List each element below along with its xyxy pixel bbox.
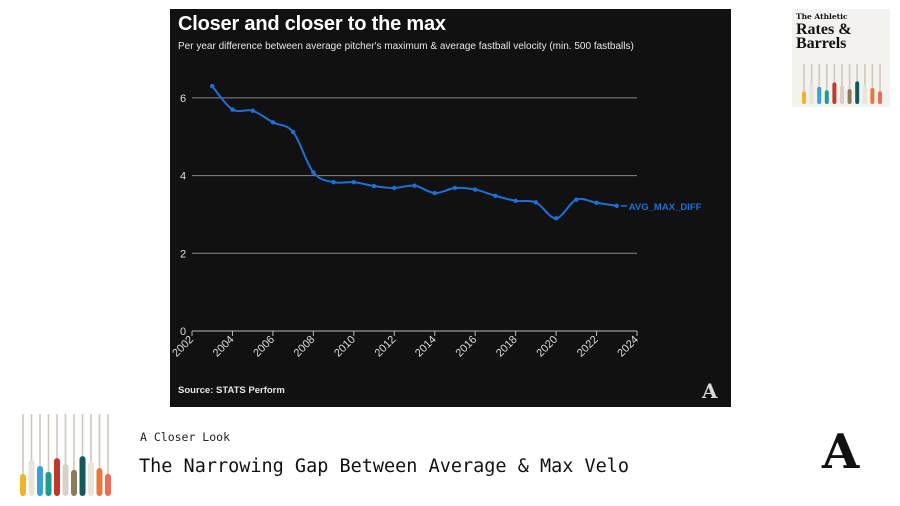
- chart-title: Closer and closer to the max: [178, 13, 446, 35]
- bat-barrel: [824, 90, 829, 104]
- chart-source: Source: STATS Perform: [178, 385, 285, 396]
- x-tick-label: 2016: [454, 334, 480, 360]
- bat-handle: [803, 64, 805, 104]
- bat-barrel: [62, 464, 69, 496]
- data-point: [331, 179, 336, 185]
- data-point: [472, 187, 478, 192]
- chart-subtitle: Per year difference between average pitc…: [178, 41, 634, 52]
- bat-handle: [818, 64, 820, 104]
- bat-barrel: [105, 473, 111, 496]
- data-point: [250, 108, 255, 113]
- bat-handle: [826, 64, 828, 104]
- y-tick-label: 6: [180, 93, 186, 105]
- data-point: [311, 170, 316, 175]
- bat-handle: [848, 64, 851, 104]
- y-tick-label: 0: [180, 326, 186, 338]
- bats-icon: [802, 64, 882, 104]
- series-label: AVG_MAX_DIFF: [629, 202, 702, 213]
- bat-barrel: [840, 85, 844, 104]
- bat-barrel: [847, 89, 852, 104]
- chart-panel: Closer and closer to the max Per year di…: [170, 9, 731, 407]
- x-tick-label: 2022: [575, 334, 601, 360]
- bat-handle: [56, 414, 58, 496]
- x-tick-label: 2006: [251, 334, 277, 360]
- footer-headline: The Narrowing Gap Between Average & Max …: [139, 456, 630, 477]
- bat-barrel: [79, 456, 86, 496]
- bat-handle: [39, 414, 41, 496]
- athletic-logo-icon: A: [702, 379, 718, 403]
- bat-handle: [841, 64, 843, 104]
- bat-handle: [107, 414, 109, 496]
- bat-barrel: [809, 83, 814, 104]
- bats-rack-icon: [20, 414, 111, 496]
- rates-and-barrels-badge: The Athletic Rates & Barrels: [792, 9, 890, 107]
- bat-handle: [871, 64, 874, 104]
- bat-handle: [879, 64, 881, 104]
- data-point: [493, 193, 498, 198]
- bat-barrel: [37, 465, 43, 496]
- x-tick-label: 2024: [615, 334, 641, 360]
- data-point: [412, 183, 417, 188]
- line-chart: 0 2 4 6 2002 2004 2006 2008 2010 2012 2014 2016 2018…: [170, 84, 702, 360]
- bat-handle: [864, 64, 866, 104]
- data-point: [270, 120, 276, 125]
- x-tick-label: 2004: [211, 334, 237, 360]
- footer-kicker: A Closer Look: [140, 430, 231, 444]
- series-line: [211, 85, 617, 220]
- bat-barrel: [855, 81, 860, 104]
- bat-barrel: [96, 467, 103, 496]
- bat-barrel: [54, 458, 60, 496]
- bat-handle: [90, 414, 92, 496]
- data-point: [392, 185, 397, 191]
- y-tick-label: 4: [180, 171, 186, 183]
- y-tick-label: 2: [180, 248, 186, 260]
- bat-barrel: [878, 91, 882, 104]
- bat-handle: [47, 414, 50, 496]
- x-tick-label: 2010: [332, 334, 358, 360]
- data-point: [513, 198, 518, 204]
- data-point: [210, 84, 215, 89]
- x-tick-label: 2014: [413, 334, 439, 360]
- data-point: [290, 129, 296, 135]
- brand-title-line1: Rates &: [796, 21, 852, 38]
- data-point: [230, 107, 235, 112]
- data-point: [574, 197, 579, 202]
- data-point: [351, 179, 357, 185]
- bat-handle: [98, 414, 101, 496]
- brand-title-line2: Barrels: [796, 35, 847, 52]
- x-tick-label: 2020: [534, 334, 560, 360]
- data-point: [553, 216, 559, 221]
- bat-handle: [64, 414, 67, 496]
- brand-title: Rates & Barrels: [796, 21, 886, 52]
- bat-barrel: [862, 84, 867, 104]
- bat-handle: [30, 414, 33, 496]
- data-point: [614, 203, 619, 209]
- bat-barrel: [870, 88, 875, 104]
- bat-barrel: [88, 462, 94, 496]
- data-point: [371, 183, 377, 189]
- athletic-footer-logo-icon: A: [822, 424, 860, 480]
- bat-handle: [22, 414, 24, 496]
- bat-handle: [73, 414, 75, 496]
- data-point: [432, 190, 437, 196]
- bat-barrel: [817, 86, 822, 104]
- x-tick-label: 2002: [170, 334, 196, 360]
- x-tick-label: 2018: [494, 334, 520, 360]
- data-point: [452, 185, 458, 191]
- bat-barrel: [20, 473, 26, 496]
- data-point: [533, 200, 539, 205]
- bat-barrel: [28, 460, 35, 496]
- bat-barrel: [71, 469, 77, 496]
- bat-barrel: [832, 82, 837, 104]
- brand-publisher: The Athletic: [796, 12, 848, 21]
- x-tick-label: 2008: [292, 334, 318, 360]
- bat-barrel: [45, 471, 52, 496]
- x-tick-label: 2012: [373, 334, 399, 360]
- bat-barrel: [802, 91, 806, 104]
- data-point: [594, 200, 599, 205]
- bat-handle: [81, 414, 84, 496]
